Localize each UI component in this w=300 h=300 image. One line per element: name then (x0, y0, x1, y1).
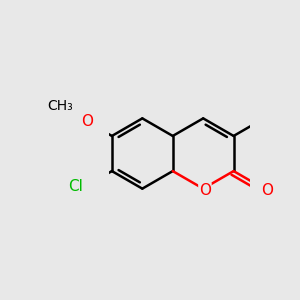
Text: Cl: Cl (68, 179, 83, 194)
Text: CH₃: CH₃ (47, 99, 73, 113)
Text: O: O (262, 183, 274, 198)
Text: O: O (82, 114, 94, 129)
Text: O: O (199, 183, 211, 198)
